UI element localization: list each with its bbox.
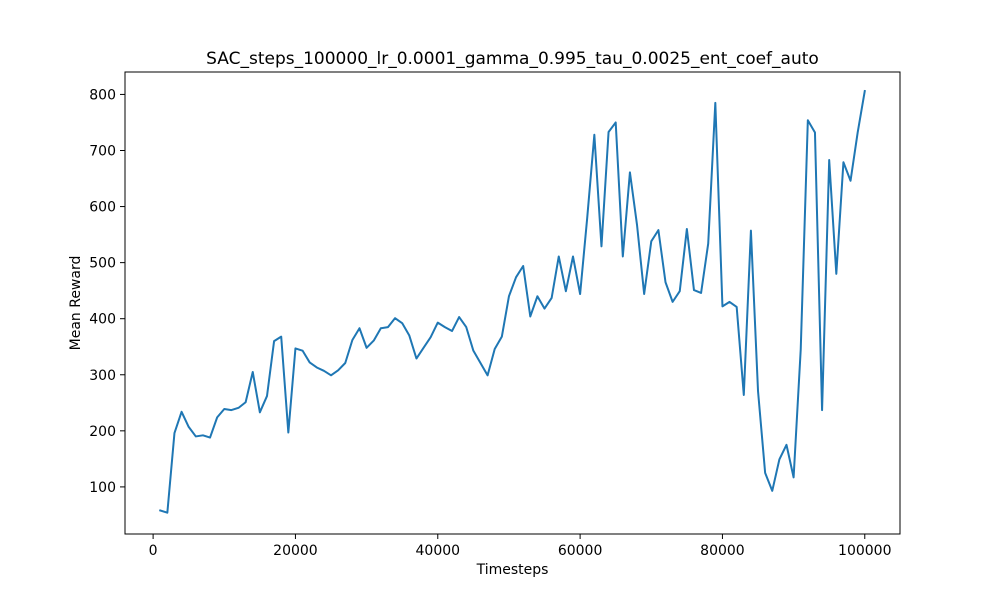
x-tick-label: 40000 [416, 543, 461, 559]
series-line [158, 89, 866, 514]
chart-title: SAC_steps_100000_lr_0.0001_gamma_0.995_t… [206, 49, 819, 69]
y-tick-label: 400 [89, 312, 116, 328]
y-tick-label: 100 [89, 480, 116, 496]
y-axis-label: Mean Reward [68, 256, 84, 351]
plot-frame [124, 71, 901, 535]
y-tick-label: 300 [89, 368, 116, 384]
y-tick-label: 800 [89, 87, 116, 103]
y-tick-label: 700 [89, 143, 116, 159]
x-axis: 0 20000 40000 60000 80000 100000 [149, 534, 891, 559]
x-tick-label: 20000 [273, 543, 318, 559]
x-tick-label: 100000 [838, 543, 891, 559]
y-axis: 100 200 300 400 500 600 700 800 [89, 87, 125, 496]
x-tick-label: 80000 [700, 543, 745, 559]
x-axis-label: Timesteps [476, 562, 549, 578]
x-tick-label: 0 [149, 543, 158, 559]
y-tick-label: 200 [89, 424, 116, 440]
y-tick-label: 500 [89, 256, 116, 272]
y-tick-label: 600 [89, 200, 116, 216]
x-tick-label: 60000 [558, 543, 603, 559]
